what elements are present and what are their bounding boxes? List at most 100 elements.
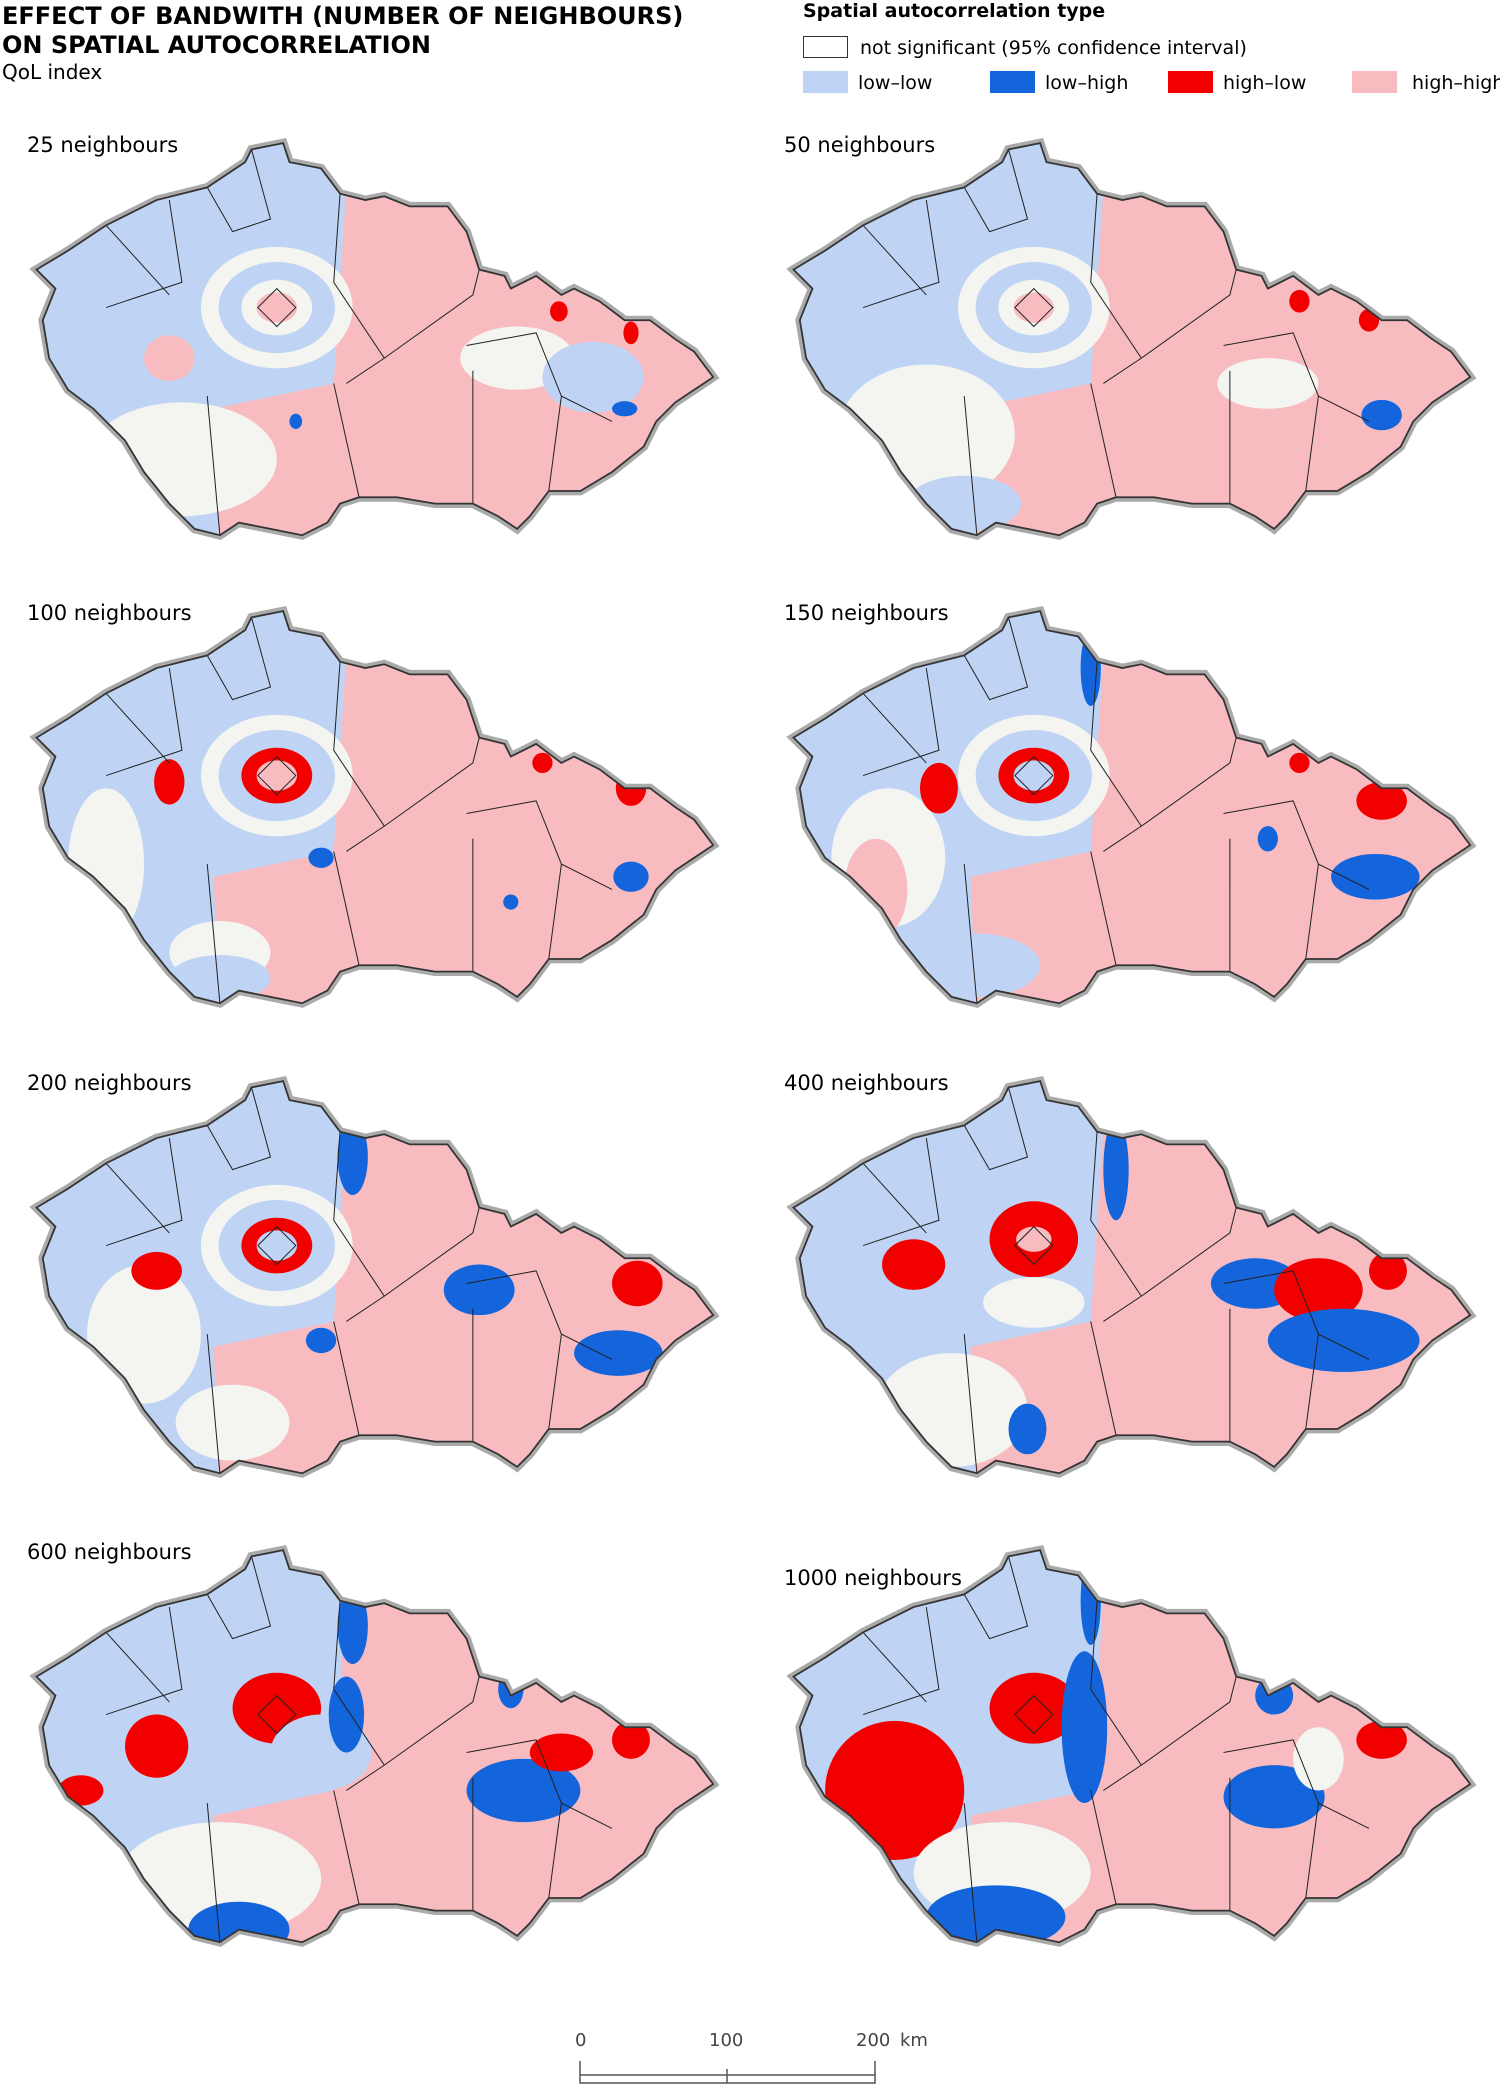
map-panel	[13, 1071, 743, 1496]
region-patch	[1293, 1727, 1344, 1791]
region-patch	[1013, 760, 1055, 791]
region-patch	[1217, 358, 1319, 409]
region-patch	[87, 402, 277, 517]
map-panel	[13, 1540, 743, 1965]
region-patch	[1267, 1308, 1420, 1373]
region-patch	[256, 292, 298, 323]
region-patch	[989, 1672, 1079, 1744]
region-patch	[1369, 1251, 1407, 1290]
region-patch	[623, 321, 639, 345]
region-patch	[517, 765, 594, 837]
panel-label: 400 neighbours	[784, 1071, 949, 1095]
region-patch	[613, 861, 649, 892]
legend-label: high–high	[1412, 72, 1500, 94]
map-panel	[13, 133, 743, 558]
region-patch	[1361, 399, 1402, 431]
region-patch	[612, 1720, 650, 1759]
map-panel	[770, 1071, 1500, 1496]
legend-swatch	[990, 71, 1035, 93]
panel-label: 1000 neighbours	[784, 1566, 962, 1590]
regions	[793, 1550, 1471, 1943]
map-title: EFFECT OF BANDWITH (NUMBER OF NEIGHBOURS…	[2, 2, 683, 60]
region-patch	[131, 1251, 182, 1290]
region-patch	[256, 1230, 298, 1261]
legend-swatch	[1352, 71, 1397, 93]
region-patch	[305, 1327, 337, 1354]
region-patch	[550, 301, 568, 322]
region-patch	[1356, 781, 1407, 820]
region-patch	[542, 341, 644, 413]
map-panel	[770, 133, 1500, 558]
legend-swatch	[1168, 71, 1213, 93]
region-patch	[1061, 1651, 1108, 1804]
region-patch	[574, 1330, 663, 1376]
region-patch	[256, 760, 298, 791]
panel-label: 100 neighbours	[27, 601, 192, 625]
region-patch	[143, 335, 195, 381]
panel-label: 50 neighbours	[784, 133, 936, 157]
subtitle: QoL index	[2, 60, 103, 84]
region-patch	[443, 1264, 515, 1316]
region-patch	[337, 1119, 368, 1195]
region-patch	[1223, 1765, 1325, 1829]
region-borders	[105, 617, 613, 1004]
region-patch	[983, 1277, 1085, 1328]
region-patch	[1016, 1226, 1052, 1252]
panel-label: 150 neighbours	[784, 601, 949, 625]
title-line: ON SPATIAL AUTOCORRELATION	[2, 31, 432, 59]
region-borders	[105, 1556, 613, 1943]
region-borders	[862, 617, 1370, 1004]
scale-tick-label: 0	[575, 2030, 587, 2051]
legend-swatch	[803, 36, 848, 58]
region-borders	[105, 149, 613, 536]
region-patch	[919, 762, 958, 814]
legend-label: low–high	[1045, 72, 1129, 94]
scale-bar-line	[579, 2061, 876, 2084]
scale-unit: km	[900, 2030, 928, 2051]
region-patch	[1289, 289, 1310, 313]
region-patch	[1289, 752, 1310, 774]
region-borders	[862, 149, 1370, 536]
region-patch	[118, 1822, 322, 1936]
panel-label: 25 neighbours	[27, 133, 179, 157]
scale-bar	[579, 2061, 876, 2084]
legend-swatch	[803, 71, 848, 93]
region-patch	[926, 1885, 1066, 1943]
region-patch	[1257, 826, 1278, 852]
legend-label: low–low	[858, 72, 933, 94]
map-panel	[770, 601, 1500, 1026]
region-patch	[503, 894, 519, 910]
legend-label: not significant (95% confidence interval…	[860, 37, 1247, 59]
region-patch	[612, 401, 638, 417]
region-patch	[1356, 1720, 1407, 1759]
region-patch	[169, 955, 271, 1001]
region-patch	[529, 1733, 594, 1772]
region-patch	[1008, 1403, 1047, 1455]
region-patch	[175, 1384, 290, 1461]
map-panel	[770, 1540, 1500, 1965]
scale-tick-label: 200	[856, 2030, 891, 2051]
region-patch	[289, 413, 303, 429]
region-patch	[68, 788, 144, 940]
region-patch	[1013, 292, 1055, 323]
region-patch	[466, 1758, 581, 1823]
title-line: EFFECT OF BANDWITH (NUMBER OF NEIGHBOURS…	[2, 2, 684, 30]
region-patch	[1331, 853, 1420, 900]
region-patch	[844, 838, 908, 940]
scale-tick-label: 100	[709, 2030, 744, 2051]
map-panel	[13, 601, 743, 1026]
region-patch	[1103, 1119, 1129, 1221]
region-patch	[337, 1588, 368, 1664]
region-patch	[154, 759, 185, 805]
legend-title: Spatial autocorrelation type	[803, 0, 1106, 22]
region-patch	[882, 1239, 946, 1290]
region-patch	[125, 1714, 189, 1778]
region-patch	[1274, 297, 1363, 369]
panel-label: 600 neighbours	[27, 1540, 192, 1564]
legend-label: high–low	[1223, 72, 1307, 94]
region-patch	[913, 933, 1041, 997]
region-patch	[308, 847, 334, 868]
region-patch	[1274, 1258, 1363, 1322]
region-patch	[532, 752, 553, 774]
